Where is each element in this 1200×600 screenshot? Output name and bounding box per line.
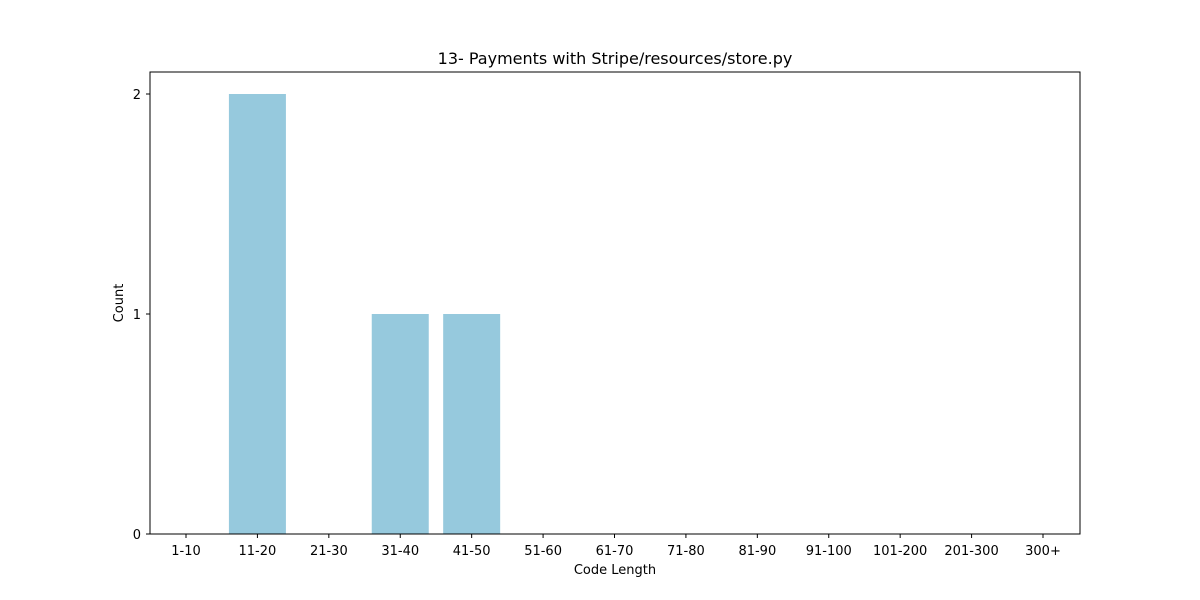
x-tick-label: 61-70 <box>596 544 634 559</box>
chart-title: 13- Payments with Stripe/resources/store… <box>438 49 793 68</box>
bar-31-40 <box>371 314 429 534</box>
x-tick-label: 300+ <box>1025 544 1061 559</box>
y-axis-label: Count <box>112 284 127 323</box>
x-axis-ticks: 1-10 11-20 21-30 31-40 41-50 51-60 61-70 71-80 8… <box>171 534 1061 559</box>
x-tick-label: 81-90 <box>738 544 776 559</box>
plot-frame <box>149 71 1081 535</box>
x-tick-label: 11-20 <box>239 544 277 559</box>
x-axis-label: Code Length <box>574 563 656 578</box>
x-tick-label: 21-30 <box>310 544 348 559</box>
x-tick-label: 1-10 <box>171 544 201 559</box>
x-tick-label: 91-100 <box>806 544 852 559</box>
y-axis-ticks: 0 1 2 <box>133 88 150 543</box>
y-tick-label: 1 <box>133 308 141 323</box>
x-tick-label: 51-60 <box>524 544 562 559</box>
bars-group <box>228 94 501 534</box>
bar-41-50 <box>443 314 501 534</box>
x-tick-label: 31-40 <box>381 544 419 559</box>
y-tick-label: 0 <box>133 528 141 543</box>
bar-11-20 <box>228 94 286 534</box>
x-tick-label: 101-200 <box>873 544 927 559</box>
x-tick-label: 201-300 <box>944 544 998 559</box>
x-tick-label: 71-80 <box>667 544 705 559</box>
y-tick-label: 2 <box>133 88 141 103</box>
x-tick-label: 41-50 <box>453 544 491 559</box>
